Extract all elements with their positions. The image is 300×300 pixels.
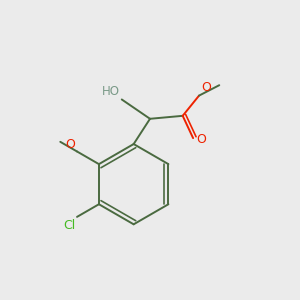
Text: O: O (201, 81, 211, 94)
Text: O: O (66, 138, 76, 151)
Text: Cl: Cl (63, 219, 76, 232)
Text: HO: HO (101, 85, 119, 98)
Text: O: O (197, 134, 206, 146)
